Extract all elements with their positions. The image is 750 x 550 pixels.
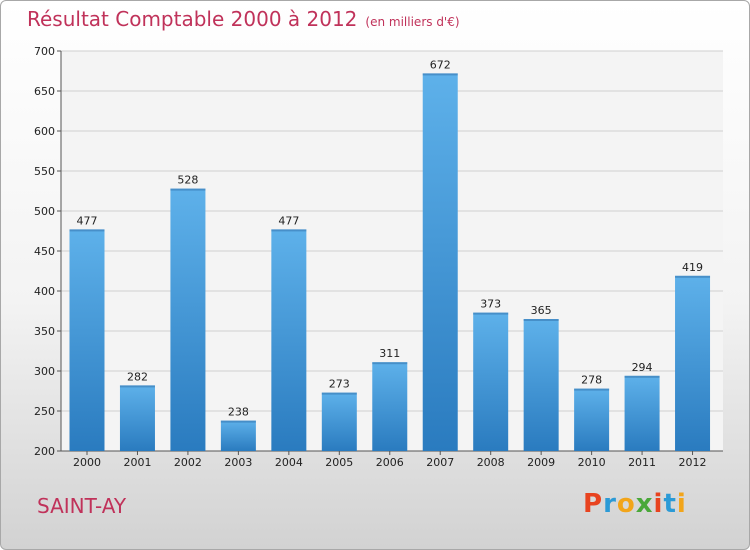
- place-name: SAINT-AY: [37, 494, 127, 518]
- bar-2010: [574, 388, 610, 451]
- bar-top-edge: [220, 420, 256, 423]
- x-tick-label-2006: 2006: [376, 456, 404, 469]
- bar-top-edge: [422, 73, 458, 76]
- value-label-2006: 311: [379, 347, 400, 360]
- y-tick-label: 400: [34, 285, 55, 298]
- logo-letter: i: [676, 489, 687, 519]
- value-label-2008: 373: [480, 298, 501, 311]
- y-tick-label: 550: [34, 165, 55, 178]
- chart-title: Résultat Comptable 2000 à 2012 (en millie…: [27, 7, 460, 31]
- logo-letter: t: [663, 489, 677, 519]
- value-label-2009: 365: [531, 304, 552, 317]
- bar-2008: [473, 312, 509, 451]
- value-label-2004: 477: [278, 214, 299, 227]
- bar-top-edge: [675, 275, 711, 278]
- bar-top-edge: [69, 229, 105, 232]
- x-tick-label-2010: 2010: [578, 456, 606, 469]
- y-tick-label: 250: [34, 405, 55, 418]
- bar-2001: [119, 385, 155, 451]
- x-tick-label-2007: 2007: [426, 456, 454, 469]
- value-label-2002: 528: [177, 174, 198, 187]
- y-tick-label: 700: [34, 45, 55, 58]
- x-tick-label-2008: 2008: [477, 456, 505, 469]
- y-tick-label: 300: [34, 365, 55, 378]
- logo-letter: i: [653, 489, 664, 519]
- x-tick-label-2000: 2000: [73, 456, 101, 469]
- y-tick-label: 350: [34, 325, 55, 338]
- bar-2003: [220, 420, 256, 451]
- bar-top-edge: [624, 375, 660, 378]
- bar-2005: [321, 392, 357, 451]
- bar-2000: [69, 229, 105, 451]
- x-tick-label-2009: 2009: [527, 456, 555, 469]
- value-label-2005: 273: [329, 378, 350, 391]
- value-label-2012: 419: [682, 261, 703, 274]
- y-tick-label: 500: [34, 205, 55, 218]
- logo-letter: P: [583, 489, 604, 519]
- x-tick-label-2005: 2005: [325, 456, 353, 469]
- value-label-2001: 282: [127, 370, 148, 383]
- x-tick-label-2002: 2002: [174, 456, 202, 469]
- value-label-2007: 672: [430, 58, 451, 71]
- bar-2009: [523, 319, 559, 451]
- bar-top-edge: [473, 312, 509, 315]
- bar-top-edge: [523, 319, 559, 321]
- x-tick-label-2001: 2001: [123, 456, 151, 469]
- x-tick-label-2004: 2004: [275, 456, 303, 469]
- logo-letter: o: [616, 489, 636, 519]
- y-tick-label: 200: [34, 445, 55, 458]
- y-tick-label: 600: [34, 125, 55, 138]
- value-label-2003: 238: [228, 406, 249, 419]
- logo-letter: x: [635, 489, 654, 519]
- title-text: Résultat Comptable 2000 à 2012: [27, 7, 358, 31]
- bar-2011: [624, 375, 660, 451]
- x-tick-label-2012: 2012: [679, 456, 707, 469]
- bar-top-edge: [372, 362, 408, 365]
- bar-top-edge: [574, 388, 610, 391]
- bar-2002: [170, 188, 206, 451]
- x-tick-label-2003: 2003: [224, 456, 252, 469]
- bar-top-edge: [321, 392, 357, 395]
- chart-subtitle: (en milliers d'€): [365, 15, 460, 29]
- bar-top-edge: [170, 188, 206, 191]
- bar-top-edge: [271, 229, 307, 232]
- bar-2004: [271, 229, 307, 451]
- logo-letter: r: [603, 489, 617, 519]
- bar-2007: [422, 73, 458, 452]
- value-label-2011: 294: [632, 361, 653, 374]
- y-tick-label: 650: [34, 85, 55, 98]
- bar-top-edge: [119, 385, 155, 388]
- proxiti-logo: Proxiti: [583, 489, 687, 519]
- x-tick-label-2011: 2011: [628, 456, 656, 469]
- bar-2006: [372, 362, 408, 451]
- value-label-2000: 477: [77, 214, 98, 227]
- y-tick-label: 450: [34, 245, 55, 258]
- value-label-2010: 278: [581, 374, 602, 387]
- bar-2012: [675, 275, 711, 451]
